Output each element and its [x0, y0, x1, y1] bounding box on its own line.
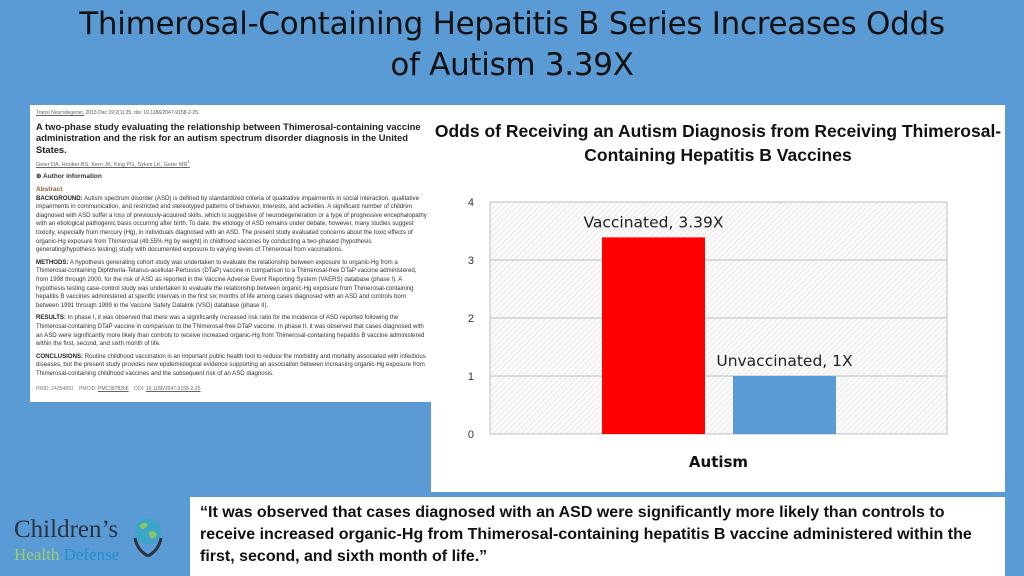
section-label: CONCLUSIONS:	[36, 352, 84, 360]
author-sup: 1	[187, 159, 190, 165]
abstract-methods: METHODS: A hypothesis generating cohort …	[36, 259, 427, 311]
childrens-health-defense-logo: Children’s Health Defense	[14, 516, 184, 568]
chart-title: Odds of Receiving an Autism Diagnosis fr…	[434, 121, 1002, 165]
slide-title: Thimerosal-Containing Hepatitis B Series…	[0, 4, 1024, 86]
quote-box: “It was observed that cases diagnosed wi…	[190, 497, 1005, 576]
section-text: A hypothesis generating cohort study was…	[36, 258, 417, 309]
title-line-1: Thimerosal-Containing Hepatitis B Series…	[79, 6, 945, 42]
citation: Transl Neurodegener. 2013 Dec 19;2(1):25…	[36, 109, 427, 118]
logo-line-1: Children’s	[14, 516, 119, 543]
abstract-results: RESULTS: In phase I, it was observed tha…	[36, 314, 427, 348]
y-tick-label: 4	[468, 197, 474, 209]
y-tick-label: 0	[468, 429, 474, 441]
pmcid-label: PMCID:	[79, 385, 97, 392]
pmcid-link[interactable]: PMC3878266	[97, 385, 129, 392]
abstract-heading: Abstract	[36, 186, 63, 194]
data-label: Vaccinated, 3.39X	[583, 213, 723, 231]
globe-hands-icon	[133, 518, 163, 558]
article-title: A two-phase study evaluating the relatio…	[36, 120, 421, 155]
authors-text[interactable]: Geier DA, Hooker BS, Kern JK, King PG, S…	[36, 161, 188, 168]
bar-unvaccinated	[733, 376, 836, 434]
doi-label: DOI:	[134, 385, 145, 392]
section-label: BACKGROUND:	[36, 194, 83, 202]
abstract-conclusions: CONCLUSIONS: Routine childhood vaccinati…	[36, 353, 427, 379]
section-label: RESULTS:	[36, 314, 67, 322]
y-tick-label: 1	[468, 371, 474, 383]
section-label: METHODS:	[36, 258, 69, 266]
x-category-label: Autism	[689, 453, 748, 471]
logo-health: Health	[14, 545, 60, 564]
section-text: Autism spectrum disorder (ASD) is define…	[36, 194, 427, 254]
bar-chart: 0 1 2 3 4 Vaccinated, 3.39X Unvaccinated, 1X Au…	[468, 197, 948, 471]
section-text: In phase I, it was observed that there w…	[36, 314, 425, 348]
journal-link[interactable]: Transl Neurodegener.	[36, 110, 85, 116]
y-tick-label: 2	[468, 313, 474, 325]
bar-vaccinated	[602, 237, 705, 434]
citation-text: 2013 Dec 19;2(1):25. doi: 10.1186/2047-9…	[84, 110, 200, 116]
doi-link[interactable]: 10.1186/2047-9158-2-25	[145, 385, 201, 392]
logo-line-2: Health Defense	[14, 545, 119, 565]
chart-panel: 0 1 2 3 4 Vaccinated, 3.39X Unvaccinated, 1X Au…	[431, 105, 1005, 492]
authors[interactable]: Geier DA, Hooker BS, Kern JK, King PG, S…	[36, 158, 427, 169]
pmid: PMID: 24354891	[36, 385, 74, 392]
section-text: Routine childhood vaccination is an impo…	[36, 352, 426, 377]
y-tick-label: 3	[468, 255, 474, 267]
abstract-screenshot: Transl Neurodegener. 2013 Dec 19;2(1):25…	[30, 105, 433, 402]
abstract-background: BACKGROUND: Autism spectrum disorder (AS…	[36, 195, 427, 255]
author-information-toggle[interactable]: ⊕ Author information	[36, 172, 102, 180]
data-label: Unvaccinated, 1X	[716, 352, 853, 370]
logo-defense: Defense	[63, 545, 120, 564]
article-ids: PMID: 24354891 PMCID: PMC3878266 DOI: 10…	[36, 385, 427, 394]
title-line-2: of Autism 3.39X	[390, 47, 634, 83]
